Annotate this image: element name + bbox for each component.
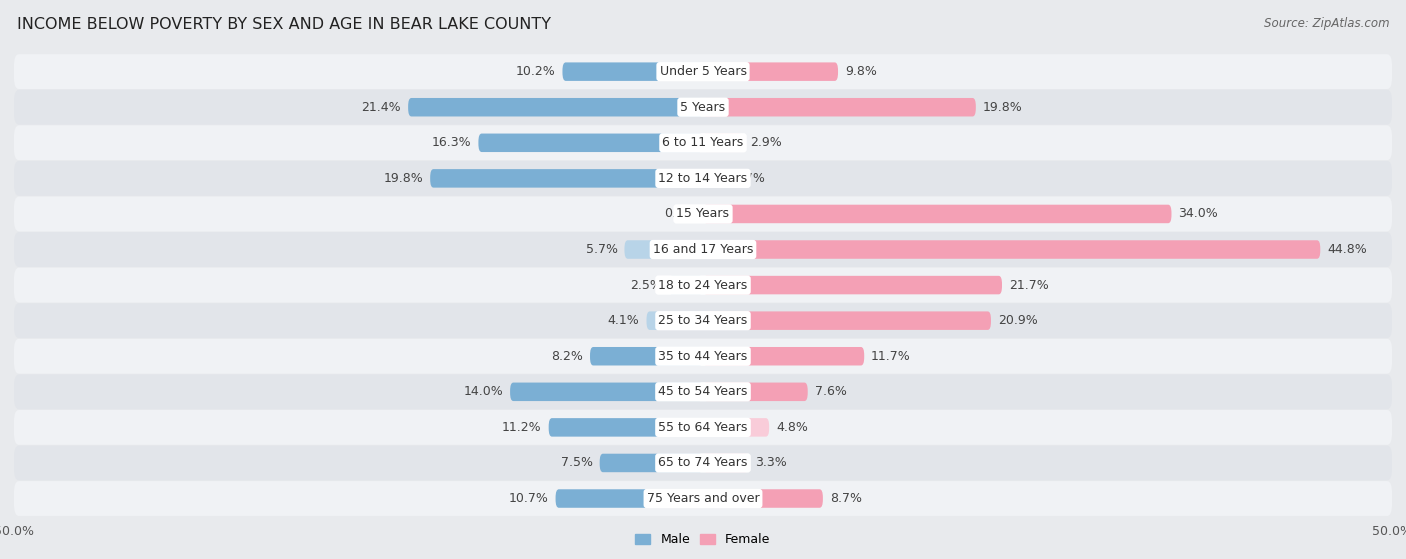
Text: 45 to 54 Years: 45 to 54 Years xyxy=(658,385,748,399)
FancyBboxPatch shape xyxy=(14,410,1392,445)
Text: 4.8%: 4.8% xyxy=(776,421,808,434)
FancyBboxPatch shape xyxy=(555,489,703,508)
Text: 15 Years: 15 Years xyxy=(676,207,730,220)
FancyBboxPatch shape xyxy=(703,276,1002,295)
FancyBboxPatch shape xyxy=(14,339,1392,373)
Text: 7.6%: 7.6% xyxy=(814,385,846,399)
Text: 25 to 34 Years: 25 to 34 Years xyxy=(658,314,748,327)
FancyBboxPatch shape xyxy=(624,240,703,259)
FancyBboxPatch shape xyxy=(703,454,748,472)
FancyBboxPatch shape xyxy=(703,240,1320,259)
FancyBboxPatch shape xyxy=(14,54,1392,89)
Text: 35 to 44 Years: 35 to 44 Years xyxy=(658,350,748,363)
FancyBboxPatch shape xyxy=(703,98,976,116)
FancyBboxPatch shape xyxy=(14,125,1392,160)
Text: INCOME BELOW POVERTY BY SEX AND AGE IN BEAR LAKE COUNTY: INCOME BELOW POVERTY BY SEX AND AGE IN B… xyxy=(17,17,551,32)
FancyBboxPatch shape xyxy=(478,134,703,152)
FancyBboxPatch shape xyxy=(703,347,865,366)
Text: 8.2%: 8.2% xyxy=(551,350,583,363)
Text: 16.3%: 16.3% xyxy=(432,136,471,149)
Text: 8.7%: 8.7% xyxy=(830,492,862,505)
FancyBboxPatch shape xyxy=(703,63,838,81)
FancyBboxPatch shape xyxy=(408,98,703,116)
Text: 14.0%: 14.0% xyxy=(464,385,503,399)
Text: 21.4%: 21.4% xyxy=(361,101,401,113)
Text: 0.0%: 0.0% xyxy=(664,207,696,220)
Text: 11.2%: 11.2% xyxy=(502,421,541,434)
FancyBboxPatch shape xyxy=(703,311,991,330)
FancyBboxPatch shape xyxy=(14,446,1392,480)
Text: 3.3%: 3.3% xyxy=(755,457,787,470)
FancyBboxPatch shape xyxy=(562,63,703,81)
Text: 2.5%: 2.5% xyxy=(630,278,662,292)
FancyBboxPatch shape xyxy=(14,232,1392,267)
Text: 21.7%: 21.7% xyxy=(1010,278,1049,292)
Text: 12 to 14 Years: 12 to 14 Years xyxy=(658,172,748,185)
FancyBboxPatch shape xyxy=(703,134,742,152)
Text: 44.8%: 44.8% xyxy=(1327,243,1367,256)
Text: 34.0%: 34.0% xyxy=(1178,207,1218,220)
Text: 1.7%: 1.7% xyxy=(734,172,765,185)
FancyBboxPatch shape xyxy=(430,169,703,188)
Text: 19.8%: 19.8% xyxy=(384,172,423,185)
FancyBboxPatch shape xyxy=(14,375,1392,409)
Text: 5 Years: 5 Years xyxy=(681,101,725,113)
FancyBboxPatch shape xyxy=(591,347,703,366)
FancyBboxPatch shape xyxy=(703,382,807,401)
Text: 55 to 64 Years: 55 to 64 Years xyxy=(658,421,748,434)
FancyBboxPatch shape xyxy=(14,268,1392,302)
FancyBboxPatch shape xyxy=(548,418,703,437)
Text: 16 and 17 Years: 16 and 17 Years xyxy=(652,243,754,256)
Text: 7.5%: 7.5% xyxy=(561,457,593,470)
FancyBboxPatch shape xyxy=(703,489,823,508)
Text: Under 5 Years: Under 5 Years xyxy=(659,65,747,78)
Text: 18 to 24 Years: 18 to 24 Years xyxy=(658,278,748,292)
Legend: Male, Female: Male, Female xyxy=(636,533,770,547)
FancyBboxPatch shape xyxy=(703,418,769,437)
FancyBboxPatch shape xyxy=(647,311,703,330)
Text: 9.8%: 9.8% xyxy=(845,65,877,78)
Text: 10.2%: 10.2% xyxy=(516,65,555,78)
Text: 75 Years and over: 75 Years and over xyxy=(647,492,759,505)
Text: 10.7%: 10.7% xyxy=(509,492,548,505)
FancyBboxPatch shape xyxy=(599,454,703,472)
FancyBboxPatch shape xyxy=(703,169,727,188)
Text: 5.7%: 5.7% xyxy=(585,243,617,256)
FancyBboxPatch shape xyxy=(14,481,1392,516)
Text: 65 to 74 Years: 65 to 74 Years xyxy=(658,457,748,470)
Text: 19.8%: 19.8% xyxy=(983,101,1022,113)
FancyBboxPatch shape xyxy=(14,303,1392,338)
Text: 11.7%: 11.7% xyxy=(872,350,911,363)
Text: 4.1%: 4.1% xyxy=(607,314,640,327)
Text: 2.9%: 2.9% xyxy=(749,136,782,149)
FancyBboxPatch shape xyxy=(14,90,1392,125)
FancyBboxPatch shape xyxy=(14,197,1392,231)
Text: Source: ZipAtlas.com: Source: ZipAtlas.com xyxy=(1264,17,1389,30)
FancyBboxPatch shape xyxy=(669,276,703,295)
FancyBboxPatch shape xyxy=(703,205,1171,223)
FancyBboxPatch shape xyxy=(510,382,703,401)
Text: 20.9%: 20.9% xyxy=(998,314,1038,327)
FancyBboxPatch shape xyxy=(14,161,1392,196)
Text: 6 to 11 Years: 6 to 11 Years xyxy=(662,136,744,149)
